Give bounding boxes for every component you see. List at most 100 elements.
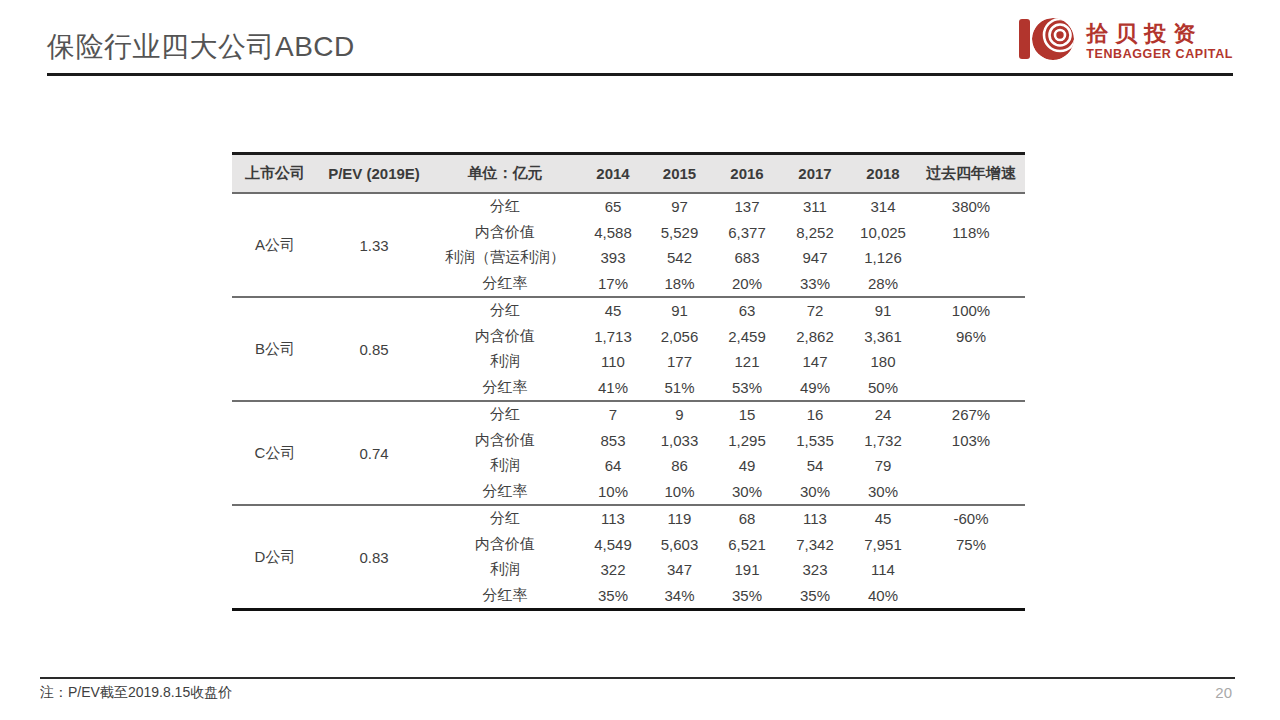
row-label: 利润 (430, 349, 580, 375)
value-cell: 1,535 (781, 428, 849, 454)
title-divider (47, 73, 1233, 76)
value-cell: 542 (646, 245, 713, 271)
growth-cell: 100% (917, 297, 1025, 324)
value-cell: 97 (646, 193, 713, 220)
value-cell: 3,361 (849, 324, 917, 350)
pev-cell: 0.83 (318, 505, 430, 610)
value-cell: 15 (713, 401, 781, 428)
value-cell: 1,295 (713, 428, 781, 454)
header-2015: 2015 (646, 154, 713, 194)
header-2018: 2018 (849, 154, 917, 194)
value-cell: 35% (713, 583, 781, 610)
value-cell: 311 (781, 193, 849, 220)
value-cell: 53% (713, 375, 781, 402)
growth-cell (917, 583, 1025, 610)
value-cell: 4,588 (580, 220, 646, 246)
value-cell: 314 (849, 193, 917, 220)
pev-cell: 0.85 (318, 297, 430, 401)
table-header-row: 上市公司 P/EV (2019E) 单位：亿元 2014 2015 2016 2… (232, 154, 1025, 194)
value-cell: 947 (781, 245, 849, 271)
company-cell: B公司 (232, 297, 318, 401)
value-cell: 45 (580, 297, 646, 324)
value-cell: 10% (646, 479, 713, 506)
value-cell: 68 (713, 505, 781, 532)
value-cell: 50% (849, 375, 917, 402)
header-unit: 单位：亿元 (430, 154, 580, 194)
value-cell: 1,033 (646, 428, 713, 454)
value-cell: 10,025 (849, 220, 917, 246)
header-2016: 2016 (713, 154, 781, 194)
insurance-companies-table: 上市公司 P/EV (2019E) 单位：亿元 2014 2015 2016 2… (232, 152, 1025, 611)
header-2017: 2017 (781, 154, 849, 194)
value-cell: 30% (713, 479, 781, 506)
value-cell: 191 (713, 557, 781, 583)
growth-cell: 380% (917, 193, 1025, 220)
value-cell: 51% (646, 375, 713, 402)
page-title: 保险行业四大公司ABCD (47, 28, 355, 66)
logo-text: 拾贝投资 TENBAGGER CAPITAL (1086, 20, 1233, 61)
value-cell: 137 (713, 193, 781, 220)
header-pev: P/EV (2019E) (318, 154, 430, 194)
row-label: 分红率 (430, 583, 580, 610)
value-cell: 121 (713, 349, 781, 375)
row-label: 分红率 (430, 271, 580, 298)
slide: 保险行业四大公司ABCD 拾贝投资 TENBAGGER CAPITAL (0, 0, 1280, 720)
growth-cell: 118% (917, 220, 1025, 246)
value-cell: 114 (849, 557, 917, 583)
value-cell: 41% (580, 375, 646, 402)
row-label: 分红 (430, 297, 580, 324)
value-cell: 49% (781, 375, 849, 402)
growth-cell (917, 453, 1025, 479)
value-cell: 2,459 (713, 324, 781, 350)
table-body: A公司1.33分红6597137311314380% 内含价值 4,5885,529… (232, 193, 1025, 610)
company-cell: D公司 (232, 505, 318, 610)
table-row: B公司0.85分红4591637291100% (232, 297, 1025, 324)
value-cell: 45 (849, 505, 917, 532)
value-cell: 86 (646, 453, 713, 479)
value-cell: 7,951 (849, 532, 917, 558)
row-label: 分红 (430, 505, 580, 532)
growth-cell: 75% (917, 532, 1025, 558)
value-cell: 2,862 (781, 324, 849, 350)
value-cell: 7,342 (781, 532, 849, 558)
value-cell: 20% (713, 271, 781, 298)
company-cell: C公司 (232, 401, 318, 505)
value-cell: 91 (646, 297, 713, 324)
value-cell: 40% (849, 583, 917, 610)
value-cell: 30% (849, 479, 917, 506)
value-cell: 30% (781, 479, 849, 506)
value-cell: 323 (781, 557, 849, 583)
growth-cell (917, 271, 1025, 298)
value-cell: 4,549 (580, 532, 646, 558)
row-label: 利润 (430, 557, 580, 583)
value-cell: 35% (580, 583, 646, 610)
value-cell: 5,529 (646, 220, 713, 246)
footnote: 注：P/EV截至2019.8.15收盘价 (40, 684, 232, 702)
header-listed-company: 上市公司 (232, 154, 318, 194)
growth-cell: 267% (917, 401, 1025, 428)
value-cell: 113 (781, 505, 849, 532)
value-cell: 34% (646, 583, 713, 610)
value-cell: 347 (646, 557, 713, 583)
value-cell: 6,377 (713, 220, 781, 246)
row-label: 内含价值 (430, 532, 580, 558)
value-cell: 113 (580, 505, 646, 532)
tenbagger-logo-icon (1019, 14, 1075, 68)
value-cell: 5,603 (646, 532, 713, 558)
row-label: 内含价值 (430, 324, 580, 350)
value-cell: 1,126 (849, 245, 917, 271)
pev-cell: 1.33 (318, 193, 430, 297)
value-cell: 1,713 (580, 324, 646, 350)
row-label: 分红 (430, 193, 580, 220)
row-label: 分红率 (430, 375, 580, 402)
value-cell: 35% (781, 583, 849, 610)
value-cell: 683 (713, 245, 781, 271)
growth-cell: 96% (917, 324, 1025, 350)
growth-cell (917, 479, 1025, 506)
data-table-container: 上市公司 P/EV (2019E) 单位：亿元 2014 2015 2016 2… (232, 152, 1025, 611)
table-row: A公司1.33分红6597137311314380% (232, 193, 1025, 220)
value-cell: 28% (849, 271, 917, 298)
growth-cell: -60% (917, 505, 1025, 532)
value-cell: 10% (580, 479, 646, 506)
row-label: 分红率 (430, 479, 580, 506)
